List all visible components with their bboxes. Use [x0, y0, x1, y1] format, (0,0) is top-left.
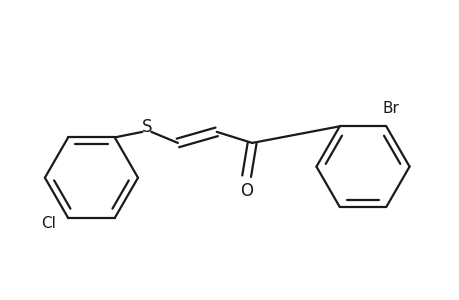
Text: S: S: [141, 118, 152, 136]
Text: Br: Br: [381, 101, 398, 116]
Text: O: O: [240, 182, 252, 200]
Text: Cl: Cl: [41, 216, 56, 231]
